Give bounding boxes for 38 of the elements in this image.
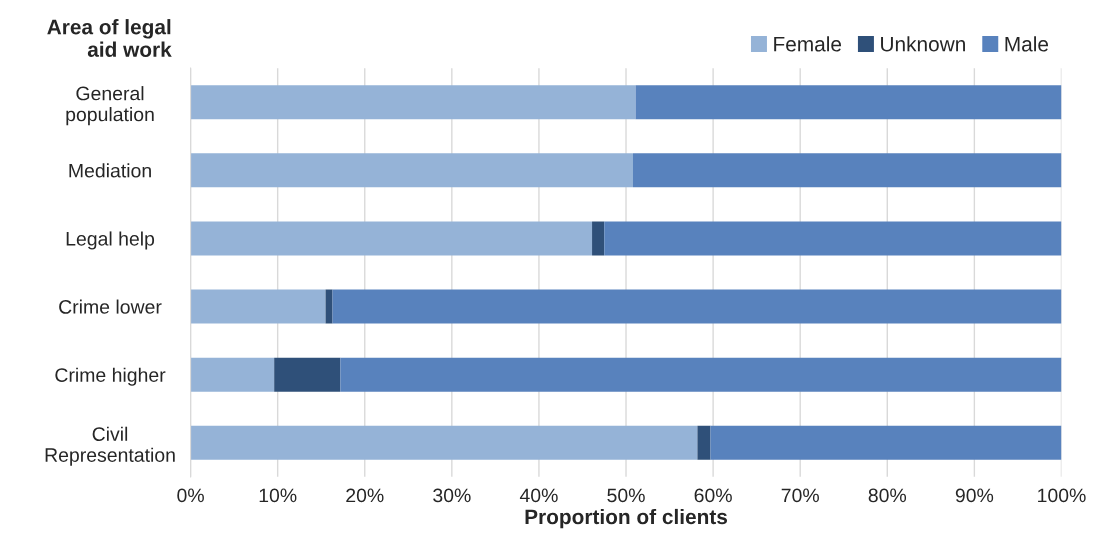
x-tick-label: 30% [433,488,471,503]
x-tick-label: 40% [519,488,558,503]
y-tick-label: Civil Representation [45,426,175,466]
y-tick-label: Crime higher [55,367,166,386]
legend-label: Unknown [881,36,965,52]
x-tick-label: 60% [694,488,732,503]
y-tick-label: Mediation [69,163,151,178]
bar [190,221,593,256]
y-tick-label: Crime lower [59,299,162,314]
x-tick-label: 20% [346,488,384,503]
x-tick-label: 100% [1038,488,1086,503]
x-tick-label: 70% [781,488,819,503]
legend-label: Male [1005,36,1049,52]
legend-label: Female [774,36,842,52]
y-axis-title: Area of legal aid work [47,19,172,57]
x-tick-label: 50% [607,488,645,503]
bar [635,85,1062,120]
bar [190,153,633,188]
x-tick-label: 10% [259,488,297,503]
x-tick-label: 90% [955,488,994,503]
x-axis-title: Proportion of clients [525,508,728,529]
y-tick-label: Legal help [66,231,155,250]
x-tick-label: 0% [177,488,204,503]
bar [190,85,636,120]
bar [325,289,333,324]
bar [332,289,1062,324]
bar [697,425,711,460]
bar [710,425,1062,460]
bar [592,221,605,256]
x-tick-label: 80% [868,488,907,503]
bar [604,221,1062,256]
bar [274,357,341,392]
bar [190,357,275,392]
bar [632,153,1062,188]
bar [190,289,326,324]
bar [190,425,698,460]
y-tick-label: General population [66,86,154,126]
bar [340,357,1062,392]
